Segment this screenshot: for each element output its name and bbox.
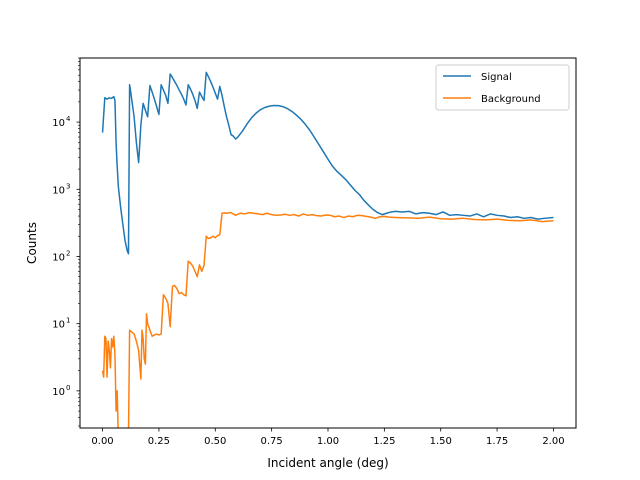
y-tick-label: 10 (52, 252, 65, 263)
y-tick-label: 10 (52, 320, 65, 331)
x-tick-label: 0.00 (91, 436, 113, 447)
x-tick-label: 2.00 (542, 436, 564, 447)
series-line-signal (101, 71, 554, 255)
x-tick-label: 1.50 (430, 436, 452, 447)
x-tick-label: 1.00 (317, 436, 339, 447)
y-axis-label: Counts (25, 222, 39, 264)
x-tick-label: 0.50 (204, 436, 226, 447)
x-tick-label: 1.25 (373, 436, 395, 447)
y-tick-exponent: 3 (66, 182, 70, 190)
x-tick-label: 1.75 (486, 436, 508, 447)
y-tick-exponent: 0 (66, 384, 70, 392)
legend-label-background: Background (481, 94, 541, 105)
series-line-background (101, 211, 554, 428)
y-tick-label: 10 (52, 185, 65, 196)
legend-label-signal: Signal (481, 72, 512, 83)
x-tick-label: 0.25 (148, 436, 170, 447)
series-layer (101, 71, 554, 428)
y-tick-label: 10 (52, 118, 65, 129)
x-axis-ticks: 0.00 0.25 0.50 0.75 1.00 1.25 1.50 1.75 2.00 (91, 428, 565, 447)
legend: Signal Background (435, 64, 570, 111)
plot-area (80, 58, 576, 428)
y-tick-exponent: 4 (66, 115, 71, 123)
y-tick-label: 10 (52, 387, 65, 398)
y-tick-exponent: 1 (66, 317, 70, 325)
x-axis-label: Incident angle (deg) (267, 456, 388, 470)
y-tick-exponent: 2 (66, 249, 70, 257)
x-tick-label: 0.75 (261, 436, 283, 447)
